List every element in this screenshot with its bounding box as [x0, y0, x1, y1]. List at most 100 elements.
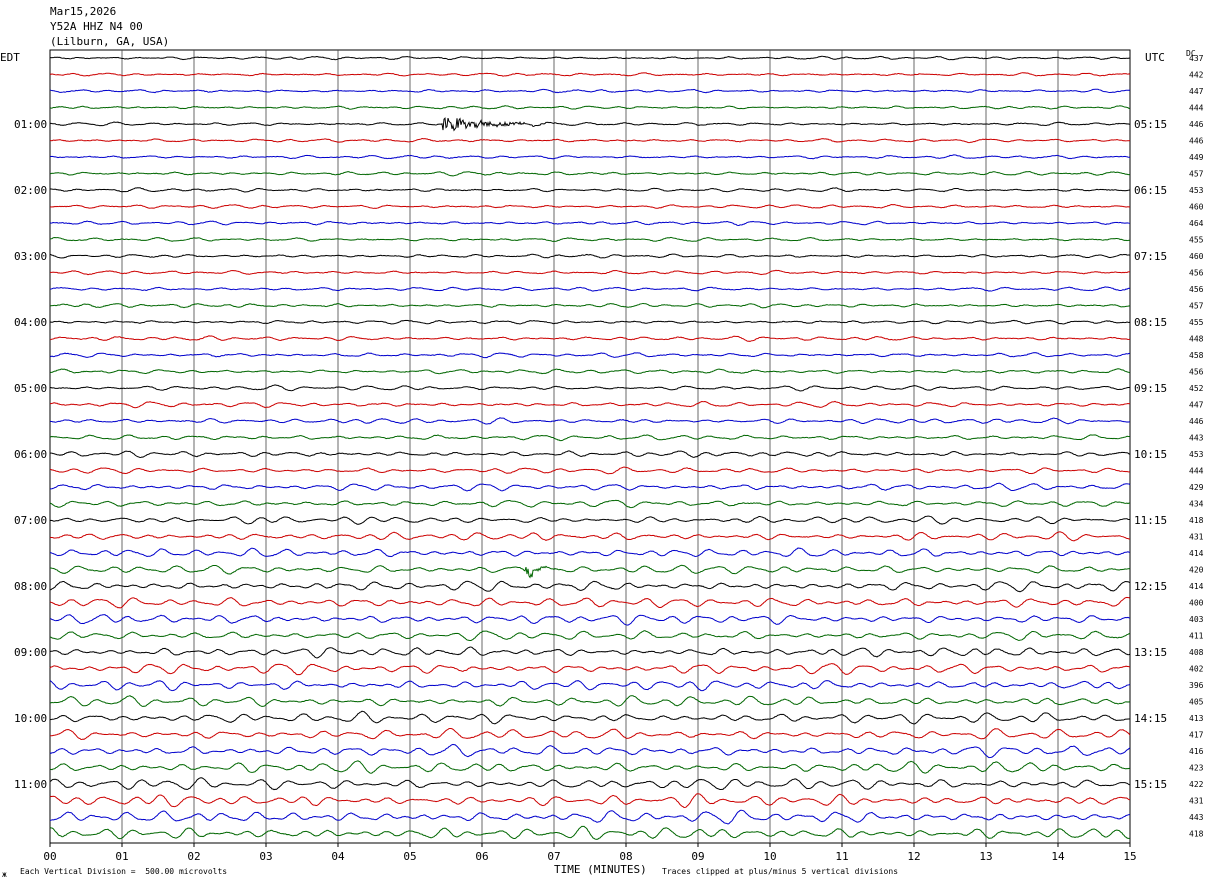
- trace-46: [49, 793, 1131, 808]
- trace-31: [49, 547, 1131, 558]
- dc-offset-label: 453: [1189, 186, 1204, 195]
- left-hour-label: 09:00: [14, 646, 47, 659]
- dc-offset-label: 400: [1189, 599, 1204, 608]
- dc-offset-label: 408: [1189, 648, 1204, 657]
- right-hour-label: 11:15: [1134, 514, 1167, 527]
- dc-offset-label: 453: [1189, 450, 1204, 459]
- trace-19: [49, 352, 1131, 359]
- dc-offset-label: 452: [1189, 384, 1204, 393]
- dc-offset-label: 422: [1189, 780, 1204, 789]
- trace-15: [49, 286, 1131, 292]
- dc-offset-label: 444: [1189, 104, 1204, 113]
- dc-offset-label: 455: [1189, 236, 1204, 245]
- left-hour-label: 03:00: [14, 250, 47, 263]
- right-hour-label: 06:15: [1134, 184, 1167, 197]
- plot-frame: [49, 49, 1131, 844]
- dc-offset-label: 455: [1189, 318, 1204, 327]
- trace-24: [49, 434, 1131, 442]
- dc-offset-label: 446: [1189, 137, 1204, 146]
- dc-offset-label: 396: [1189, 681, 1204, 690]
- dc-offset-label: 434: [1189, 500, 1204, 509]
- trace-25: [49, 450, 1131, 458]
- right-hour-label: 08:15: [1134, 316, 1167, 329]
- dc-offset-label: 417: [1189, 731, 1204, 740]
- trace-41: [49, 710, 1131, 725]
- dc-offset-label: 402: [1189, 665, 1204, 674]
- trace-27: [49, 482, 1131, 492]
- trace-11: [49, 220, 1131, 226]
- trace-3: [49, 88, 1131, 94]
- dc-offset-label: 420: [1189, 566, 1204, 575]
- dc-offset-label: 414: [1189, 582, 1204, 591]
- dc-offset-label: 447: [1189, 87, 1204, 96]
- dc-offset-label: 437: [1189, 54, 1204, 63]
- trace-26: [49, 466, 1131, 475]
- dc-offset-label: 405: [1189, 698, 1204, 707]
- dc-offset-label: 456: [1189, 368, 1204, 377]
- x-tick-label: 05: [403, 850, 416, 863]
- right-hour-label: 14:15: [1134, 712, 1167, 725]
- dc-offset-label: 431: [1189, 797, 1204, 806]
- trace-37: [49, 646, 1131, 659]
- trace-42: [49, 727, 1131, 740]
- trace-6: [49, 137, 1131, 144]
- trace-10: [49, 203, 1131, 209]
- trace-28: [49, 499, 1131, 509]
- trace-7: [49, 154, 1131, 160]
- trace-16: [49, 302, 1131, 309]
- left-hour-label: 05:00: [14, 382, 47, 395]
- trace-18: [49, 335, 1131, 342]
- right-hour-label: 15:15: [1134, 778, 1167, 791]
- x-tick-label: 09: [691, 850, 704, 863]
- right-timezone-label: UTC: [1145, 51, 1165, 64]
- x-tick-label: 04: [331, 850, 345, 863]
- station-label: Y52A HHZ N4 00: [50, 20, 143, 33]
- trace-17: [49, 319, 1131, 325]
- trace-2: [49, 72, 1131, 77]
- left-hour-label: 04:00: [14, 316, 47, 329]
- dc-offset-label: 443: [1189, 434, 1204, 443]
- scale-note: Each Vertical Division = 500.00 microvol…: [20, 867, 228, 876]
- dc-offset-label: 429: [1189, 483, 1204, 492]
- dc-offset-label: 431: [1189, 533, 1204, 542]
- right-hour-label: 10:15: [1134, 448, 1167, 461]
- trace-5: [49, 117, 1131, 132]
- dc-offset-label: 457: [1189, 302, 1204, 311]
- right-hour-label: 09:15: [1134, 382, 1167, 395]
- left-hour-label: 06:00: [14, 448, 47, 461]
- dc-offset-label: 449: [1189, 153, 1204, 162]
- dc-offset-label: 418: [1189, 830, 1204, 839]
- trace-14: [49, 269, 1131, 276]
- trace-22: [49, 400, 1131, 409]
- dc-offset-label: 456: [1189, 269, 1204, 278]
- dc-offset-label: 448: [1189, 335, 1204, 344]
- left-hour-label: 11:00: [14, 778, 47, 791]
- trace-32: [49, 564, 1131, 579]
- clip-note: Traces clipped at plus/minus 5 vertical …: [662, 867, 899, 876]
- location-label: (Lilburn, GA, USA): [50, 35, 170, 48]
- dc-offset-label: 460: [1189, 252, 1204, 261]
- dc-offset-label: 446: [1189, 417, 1204, 426]
- x-tick-label: 06: [475, 850, 488, 863]
- trace-1: [49, 55, 1131, 61]
- x-tick-label: 08: [619, 850, 632, 863]
- trace-40: [49, 695, 1131, 708]
- left-hour-label: 10:00: [14, 712, 47, 725]
- dc-offset-label: 423: [1189, 764, 1204, 773]
- trace-39: [49, 680, 1131, 692]
- logo-mark: ж: [2, 870, 7, 879]
- trace-48: [49, 825, 1131, 840]
- x-tick-label: 14: [1051, 850, 1065, 863]
- left-hour-label: 08:00: [14, 580, 47, 593]
- dc-offset-label: 443: [1189, 813, 1204, 822]
- dc-offset-label: 418: [1189, 516, 1204, 525]
- x-tick-label: 07: [547, 850, 560, 863]
- trace-44: [49, 760, 1131, 774]
- trace-45: [49, 777, 1131, 791]
- x-tick-label: 12: [907, 850, 920, 863]
- trace-35: [49, 614, 1131, 626]
- x-tick-label: 10: [763, 850, 776, 863]
- dc-offset-label: 460: [1189, 203, 1204, 212]
- dc-offset-label: 464: [1189, 219, 1204, 228]
